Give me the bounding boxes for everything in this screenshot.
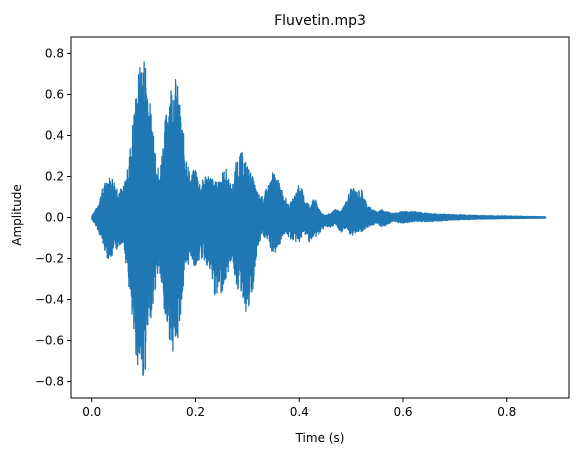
waveform-series: [91, 61, 547, 376]
y-tick-label: −0.2: [35, 252, 64, 266]
y-tick-label: 0.0: [45, 211, 64, 225]
y-axis-ticks: −0.8 −0.6 −0.4 −0.2 0.0 0.2 0.4 0.6 0.8: [35, 46, 71, 389]
x-axis-ticks: 0.0 0.2 0.4 0.6 0.8: [82, 398, 516, 419]
y-tick-label: 0.8: [45, 46, 64, 60]
x-tick-label: 0.4: [290, 405, 309, 419]
x-tick-label: 0.2: [186, 405, 205, 419]
y-tick-label: 0.2: [45, 169, 64, 183]
x-tick-label: 0.0: [82, 405, 101, 419]
x-tick-label: 0.8: [497, 405, 516, 419]
y-tick-label: −0.8: [35, 375, 64, 389]
y-tick-label: −0.4: [35, 293, 64, 307]
x-axis-label: Time (s): [295, 431, 345, 445]
y-tick-label: −0.6: [35, 334, 64, 348]
waveform-line: [91, 61, 547, 376]
y-tick-label: 0.6: [45, 87, 64, 101]
y-axis-label: Amplitude: [10, 184, 24, 246]
x-tick-label: 0.6: [393, 405, 412, 419]
y-tick-label: 0.4: [45, 128, 64, 142]
chart-title: Fluvetin.mp3: [274, 13, 366, 29]
